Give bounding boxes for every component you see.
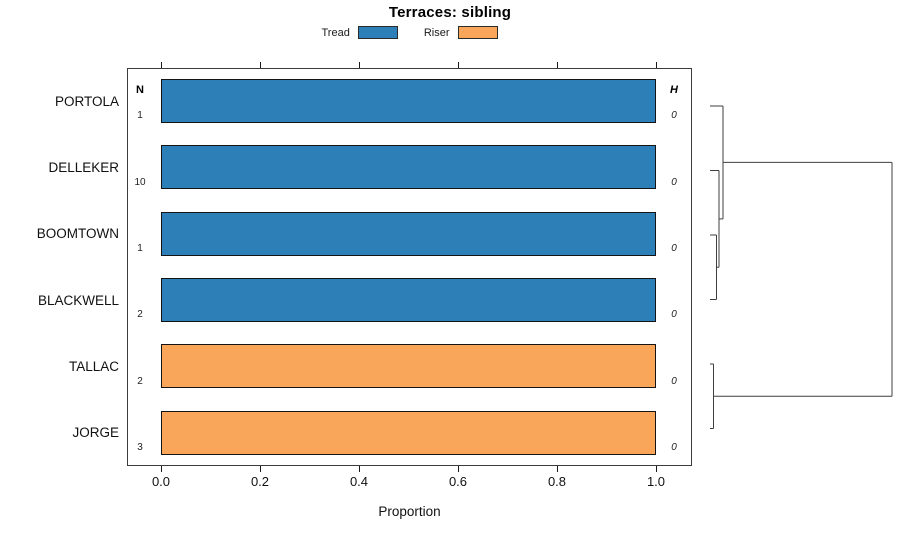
x-tick-mark-top (655, 62, 657, 68)
x-tick-mark-bottom (556, 466, 558, 472)
legend-swatch-riser (457, 26, 498, 39)
n-value: 2 (137, 375, 143, 387)
proportion-bar (161, 211, 656, 256)
plot-frame (127, 68, 692, 466)
category-label: TALLAC (68, 358, 119, 374)
bar-track (161, 134, 656, 200)
chart-row: BOOMTOWN 1 0 (0, 201, 900, 267)
proportion-bar (161, 278, 656, 323)
h-column-header: H (670, 84, 678, 96)
proportion-bar (161, 344, 656, 389)
x-tick-mark-bottom (655, 466, 657, 472)
x-tick-mark-top (556, 62, 558, 68)
legend-swatch-tread (357, 26, 398, 39)
n-value: 2 (137, 309, 143, 321)
h-value: 0 (671, 176, 677, 188)
x-tick-label: 0.6 (448, 474, 468, 489)
n-column-header: N (136, 84, 144, 96)
proportion-bar (161, 145, 656, 190)
bar-track (161, 333, 656, 399)
x-tick-label: 0.8 (547, 474, 567, 489)
x-tick-mark-bottom (457, 466, 459, 472)
chart-row: DELLEKER 10 0 (0, 134, 900, 200)
x-tick-label: 0.0 (151, 474, 171, 489)
x-tick-label: 0.4 (349, 474, 369, 489)
legend: Tread Riser (127, 25, 692, 40)
x-tick-label: 1.0 (646, 474, 666, 489)
legend-item-tread: Tread (322, 26, 398, 39)
category-label: DELLEKER (48, 159, 119, 175)
x-tick-mark-top (259, 62, 261, 68)
h-value: 0 (671, 110, 677, 122)
n-value: 3 (137, 441, 143, 453)
legend-label-riser: Riser (423, 26, 450, 39)
bar-track (161, 201, 656, 267)
n-value: 1 (137, 110, 143, 122)
h-value: 0 (671, 375, 677, 387)
bar-track (161, 68, 656, 134)
legend-label-tread: Tread (321, 26, 350, 39)
x-tick-mark-bottom (259, 466, 261, 472)
x-tick-mark-bottom (358, 466, 360, 472)
dendrogram (710, 105, 893, 429)
bar-rows: PORTOLA 1 0 DELLEKER 10 0 BOOMTOWN 1 0 B… (0, 68, 900, 466)
proportion-bar (161, 410, 656, 455)
chart-row: PORTOLA 1 0 (0, 68, 900, 134)
n-value: 1 (137, 242, 143, 254)
x-tick-mark-top (160, 62, 162, 68)
x-tick-mark-top (358, 62, 360, 68)
x-tick-mark-top (457, 62, 459, 68)
h-value: 0 (671, 242, 677, 254)
bar-track (161, 267, 656, 333)
x-tick-label: 0.2 (250, 474, 270, 489)
chart-title: Terraces: sibling (388, 4, 512, 21)
x-axis-label: Proportion (378, 504, 441, 519)
bar-track (161, 400, 656, 466)
chart-row: JORGE 3 0 (0, 400, 900, 466)
x-tick-mark-bottom (160, 466, 162, 472)
category-label: PORTOLA (54, 93, 119, 109)
category-label: JORGE (72, 425, 119, 441)
chart-row: BLACKWELL 2 0 (0, 267, 900, 333)
chart-row: TALLAC 2 0 (0, 333, 900, 399)
category-label: BOOMTOWN (36, 226, 119, 242)
legend-item-riser: Riser (424, 26, 498, 39)
proportion-bar (161, 79, 656, 124)
n-value: 10 (134, 176, 146, 188)
category-label: BLACKWELL (37, 292, 119, 308)
h-value: 0 (671, 441, 677, 453)
h-value: 0 (671, 309, 677, 321)
